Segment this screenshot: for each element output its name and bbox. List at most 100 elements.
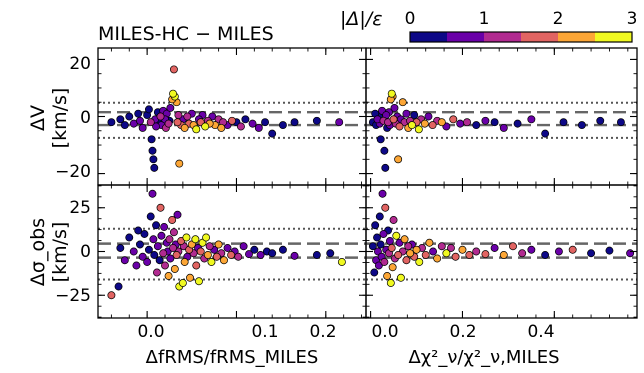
scatter-point [387, 244, 396, 252]
scatter-point [518, 249, 527, 258]
scatter-point [421, 251, 430, 259]
scatter-point [386, 279, 395, 287]
panel-top-left [97, 47, 367, 186]
scatter-point [420, 119, 429, 128]
x-tick-label: 0.0 [371, 322, 398, 342]
scatter-point [490, 118, 499, 127]
colorbar-swatch [484, 32, 522, 42]
scatter-point [256, 251, 265, 259]
scatter-point [164, 119, 173, 128]
scatter-point [148, 189, 157, 198]
scatter-point [527, 115, 536, 124]
scatter-point [180, 123, 189, 132]
scatter-point [415, 258, 424, 266]
scatter-point [541, 129, 550, 138]
scatter-point [169, 65, 178, 74]
scatter-point [144, 245, 153, 254]
scatter-point [143, 258, 152, 266]
scatter-point [146, 118, 155, 127]
scatter-point [381, 163, 390, 172]
scatter-point [389, 115, 398, 124]
y-tick-label: 25 [69, 198, 91, 218]
scatter-point [389, 216, 398, 224]
scatter-point [368, 242, 377, 251]
scatter-point [150, 251, 159, 259]
scatter-point [395, 122, 404, 131]
scatter-point [380, 146, 389, 155]
scatter-point [153, 242, 162, 251]
scatter-point [381, 203, 390, 212]
scatter-point [509, 242, 517, 251]
scatter-point [449, 115, 458, 124]
scatter-point [376, 135, 385, 144]
scatter-point [138, 123, 147, 132]
scatter-point [149, 155, 158, 164]
scatter-point [217, 123, 226, 132]
x-axis-label: ΔfRMS/fRMS_MILES [146, 347, 319, 368]
colorbar-swatch [595, 32, 633, 42]
scatter-point [254, 123, 263, 132]
scatter-point [380, 258, 389, 266]
scatter-point [129, 247, 138, 256]
scatter-point [180, 258, 189, 266]
scatter-point [169, 89, 177, 98]
scatter-point [490, 244, 499, 252]
scatter-point [412, 245, 421, 254]
scatter-point [156, 203, 165, 212]
scatter-point [227, 251, 236, 259]
scatter-point [223, 244, 232, 252]
y-tick-label: 20 [69, 54, 91, 74]
x-tick-label: 0.0 [137, 322, 164, 342]
scatter-point [425, 238, 434, 247]
scatter-point [160, 223, 169, 231]
scatter-point [312, 116, 321, 125]
scatter-point [159, 249, 168, 258]
scatter-point [335, 118, 344, 127]
colorbar: |Δ|/ε 0 1 2 3 [340, 8, 637, 43]
panel-top-right [365, 47, 638, 186]
scatter-point [173, 118, 182, 127]
scatter-point [371, 221, 380, 230]
scatter-point [605, 246, 614, 255]
colorbar-label: |Δ|/ε [340, 8, 382, 30]
scatter-point [134, 226, 143, 235]
scatter-point [228, 116, 236, 125]
y-axis-label-unit: [km/s] [49, 222, 71, 283]
scatter-point [186, 273, 194, 282]
scatter-point [164, 272, 173, 280]
scatter-point [150, 163, 159, 172]
y-axis-label-unit: [km/s] [49, 88, 71, 149]
y-tick-label: −25 [55, 286, 91, 306]
scatter-point [388, 263, 397, 272]
scatter-point [166, 254, 175, 263]
scatter-point [192, 261, 201, 270]
scatter-point [203, 251, 212, 259]
scatter-point [178, 279, 187, 287]
scatter-point [169, 244, 177, 252]
scatter-point [214, 240, 223, 249]
scatter-point [402, 109, 411, 118]
scatter-point [196, 247, 205, 256]
scatter-point [212, 252, 221, 261]
colorbar-frame [409, 31, 633, 43]
scatter-point [116, 244, 125, 252]
scatter-point [205, 242, 214, 251]
scatter-point [149, 235, 158, 244]
scatter-point [194, 277, 203, 286]
scatter-point [120, 256, 129, 265]
scatter-point [202, 233, 211, 242]
scatter-point [424, 112, 433, 121]
scatter-point [165, 235, 174, 244]
scatter-point [191, 235, 200, 244]
scatter-point [376, 240, 385, 249]
scatter-point [312, 251, 321, 259]
scatter-point [234, 252, 243, 261]
y-axis-label: ΔV [27, 105, 49, 131]
scatter-point [447, 244, 455, 252]
scatter-point [192, 125, 201, 134]
scatter-point [170, 265, 179, 273]
colorbar-swatch [447, 32, 485, 42]
figure-title: MILES-HC − MILES [98, 23, 274, 45]
scatter-point [451, 252, 460, 261]
